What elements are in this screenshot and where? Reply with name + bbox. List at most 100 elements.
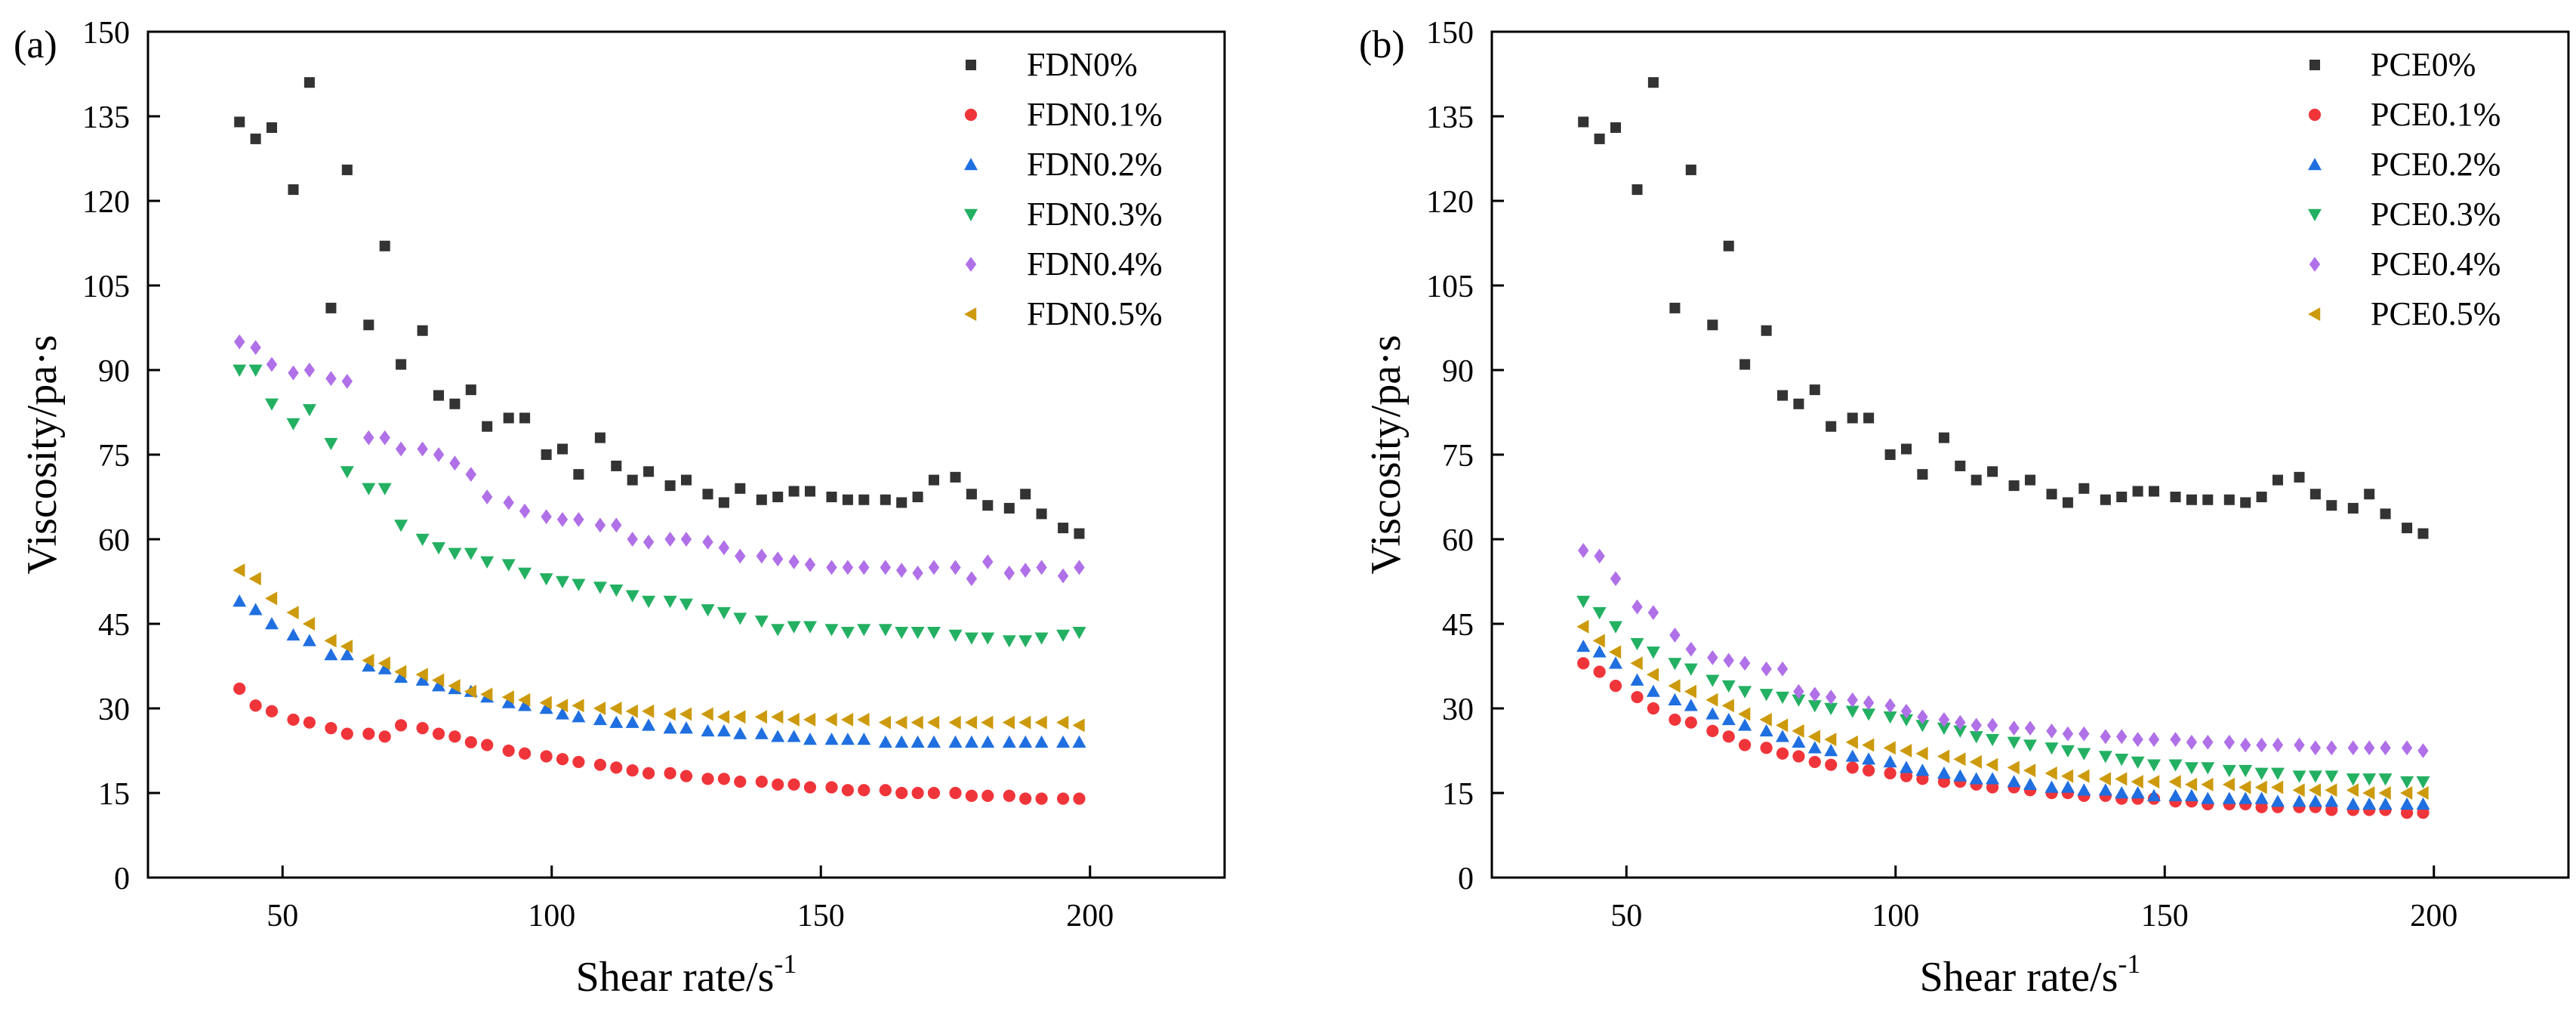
legend-marker bbox=[2309, 59, 2321, 71]
data-point bbox=[1035, 792, 1048, 805]
data-point bbox=[2184, 788, 2199, 801]
data-point bbox=[1776, 661, 1789, 677]
data-point bbox=[2239, 780, 2251, 794]
x-tick-label: 150 bbox=[797, 899, 845, 933]
data-point bbox=[1576, 619, 1589, 634]
data-point bbox=[609, 585, 624, 597]
data-point bbox=[1900, 714, 1914, 727]
data-point bbox=[966, 489, 977, 500]
data-point bbox=[1845, 705, 1860, 718]
data-point bbox=[1057, 792, 1070, 805]
data-point bbox=[572, 755, 585, 769]
data-point bbox=[1759, 689, 1773, 702]
data-point bbox=[1706, 693, 1718, 707]
data-point bbox=[415, 533, 430, 546]
data-point bbox=[288, 184, 299, 196]
data-point bbox=[928, 474, 939, 486]
data-point bbox=[1073, 792, 1086, 805]
x-tick-label: 100 bbox=[528, 899, 575, 933]
data-point bbox=[302, 404, 316, 417]
data-point bbox=[1845, 735, 1858, 749]
data-point bbox=[2272, 474, 2283, 486]
legend-item: FDN0.3% bbox=[964, 196, 1163, 233]
data-point bbox=[1845, 749, 1860, 762]
data-point bbox=[2170, 732, 2181, 747]
data-point bbox=[539, 573, 553, 586]
data-point bbox=[1863, 412, 1875, 424]
data-point bbox=[1074, 560, 1085, 575]
data-point bbox=[1792, 735, 1806, 748]
data-point bbox=[2170, 491, 2181, 503]
data-point bbox=[642, 718, 656, 731]
data-point bbox=[432, 673, 445, 687]
data-point bbox=[824, 733, 839, 745]
data-point bbox=[539, 696, 552, 710]
data-point bbox=[1900, 443, 1912, 455]
legend-marker bbox=[2308, 108, 2322, 122]
data-point bbox=[2131, 775, 2143, 789]
x-tick-label: 50 bbox=[267, 899, 298, 933]
y-tick-label: 0 bbox=[1458, 862, 1474, 896]
data-point bbox=[448, 730, 461, 743]
data-point bbox=[2078, 483, 2090, 494]
data-point bbox=[2325, 770, 2339, 783]
data-point bbox=[895, 627, 909, 640]
data-point bbox=[2023, 777, 2037, 790]
data-point bbox=[287, 713, 300, 727]
data-point bbox=[325, 722, 337, 735]
data-point bbox=[594, 432, 605, 443]
legend-marker bbox=[2308, 158, 2322, 171]
data-point bbox=[2378, 773, 2393, 786]
data-point bbox=[377, 662, 392, 674]
data-point bbox=[1761, 325, 1772, 336]
data-point bbox=[465, 384, 476, 396]
legend-marker bbox=[964, 158, 978, 171]
data-point bbox=[896, 563, 907, 578]
data-point bbox=[1969, 772, 1983, 785]
legend-marker bbox=[965, 59, 977, 71]
data-point bbox=[2007, 736, 2021, 749]
data-point bbox=[928, 560, 940, 575]
data-point bbox=[324, 437, 338, 451]
y-tick-label: 120 bbox=[82, 185, 130, 220]
data-point bbox=[1592, 606, 1607, 620]
data-point bbox=[1647, 702, 1659, 715]
data-point bbox=[2046, 489, 2057, 500]
data-point bbox=[572, 579, 586, 591]
data-point bbox=[396, 359, 407, 370]
data-point bbox=[1883, 711, 1897, 724]
data-point bbox=[2362, 786, 2375, 800]
data-point bbox=[1847, 412, 1858, 424]
legend-item: PCE0.2% bbox=[2308, 146, 2501, 183]
data-point bbox=[464, 548, 478, 560]
data-point bbox=[948, 715, 961, 730]
data-point bbox=[2186, 494, 2197, 505]
data-point bbox=[878, 735, 892, 748]
x-axis-label: Shear rate/s-1 bbox=[576, 949, 797, 1001]
data-point bbox=[1669, 713, 1681, 727]
data-point bbox=[556, 699, 569, 713]
legend-label: PCE0.2% bbox=[2371, 146, 2501, 183]
data-point bbox=[716, 724, 731, 737]
data-point bbox=[464, 684, 476, 699]
data-point bbox=[1630, 637, 1644, 651]
data-point bbox=[556, 443, 569, 455]
data-point bbox=[733, 612, 747, 625]
data-point bbox=[1002, 635, 1016, 648]
legend-label: FDN0.3% bbox=[1027, 196, 1163, 233]
data-point bbox=[1776, 747, 1789, 760]
data-point bbox=[2256, 491, 2267, 503]
data-point bbox=[2362, 773, 2377, 786]
data-point bbox=[1018, 635, 1033, 648]
y-tick-label: 60 bbox=[98, 523, 130, 558]
data-point bbox=[432, 679, 446, 692]
data-point bbox=[787, 621, 801, 634]
data-point bbox=[481, 739, 494, 751]
y-tick-label: 135 bbox=[1426, 100, 1474, 135]
legend-label: FDN0.4% bbox=[1027, 245, 1163, 282]
data-point bbox=[1971, 474, 1982, 486]
data-point bbox=[266, 122, 278, 133]
data-point bbox=[1669, 628, 1681, 643]
data-point bbox=[2346, 773, 2360, 786]
data-point bbox=[2115, 786, 2129, 799]
